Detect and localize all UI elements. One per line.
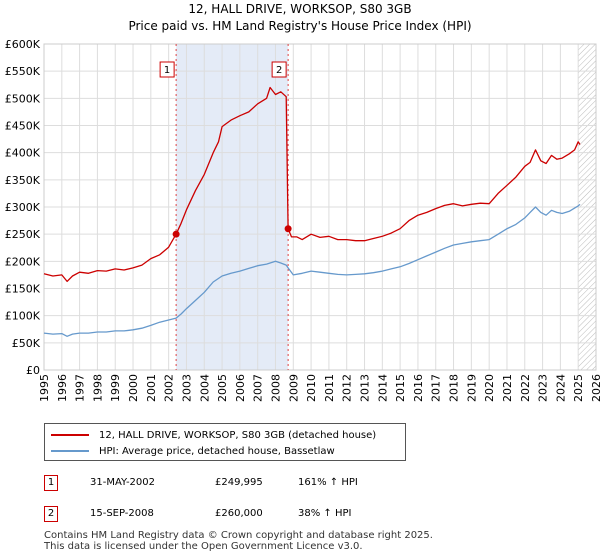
legend-label-property: 12, HALL DRIVE, WORKSOP, S80 3GB (detach… xyxy=(99,429,377,441)
y-tick-label: £100K xyxy=(5,310,41,323)
y-tick-label: £500K xyxy=(5,92,41,105)
property-price-line xyxy=(43,86,581,283)
x-tick-label: 1995 xyxy=(38,374,51,402)
event-label-1: 1 xyxy=(164,65,170,76)
plot-area-border xyxy=(43,43,597,371)
chart-title-line1: 12, HALL DRIVE, WORKSOP, S80 3GB xyxy=(188,2,412,16)
y-tick-label: £550K xyxy=(5,65,41,78)
x-tick-label: 2020 xyxy=(483,374,496,402)
hpi-line xyxy=(43,203,581,337)
event-label-2: 2 xyxy=(276,65,282,76)
x-tick-label: 1997 xyxy=(74,374,87,402)
y-tick-label: £150K xyxy=(5,283,41,296)
legend-item-hpi: HPI: Average price, detached house, Bass… xyxy=(51,444,335,458)
event-price: £260,000 xyxy=(215,508,263,519)
x-tick-label: 2005 xyxy=(216,374,229,402)
y-tick-label: £250K xyxy=(5,228,41,241)
x-tick-label: 2023 xyxy=(537,374,550,402)
y-tick-label: £450K xyxy=(5,120,41,133)
x-tick-label: 2018 xyxy=(448,374,461,402)
y-tick-label: £400K xyxy=(5,147,41,160)
x-tick-label: 1999 xyxy=(109,374,122,402)
x-tick-label: 2016 xyxy=(412,374,425,402)
event-hpi-change: 38% ↑ HPI xyxy=(298,508,352,519)
x-tick-label: 2021 xyxy=(501,374,514,402)
sale-marker-2 xyxy=(284,225,292,233)
x-tick-label: 2003 xyxy=(180,374,193,402)
y-tick-label: £600K xyxy=(5,38,41,51)
event-label-box-1 xyxy=(159,61,175,78)
footer-license: This data is licensed under the Open Gov… xyxy=(44,541,363,552)
x-tick-label: 2011 xyxy=(323,374,336,402)
x-tick-label: 2024 xyxy=(554,374,567,402)
legend-label-hpi: HPI: Average price, detached house, Bass… xyxy=(99,445,335,457)
x-tick-label: 2014 xyxy=(376,374,389,402)
y-tick-label: £200K xyxy=(5,255,41,268)
event-price: £249,995 xyxy=(215,477,263,488)
x-tick-label: 2025 xyxy=(572,374,585,402)
legend-line-hpi xyxy=(51,450,89,452)
x-tick-label: 2010 xyxy=(305,374,318,402)
x-tick-label: 2006 xyxy=(234,374,247,402)
x-tick-label: 2007 xyxy=(252,374,265,402)
y-tick-label: £50K xyxy=(12,337,41,350)
event-number-badge: 2 xyxy=(44,506,58,522)
x-tick-label: 2004 xyxy=(198,374,211,402)
legend-item-property: 12, HALL DRIVE, WORKSOP, S80 3GB (detach… xyxy=(51,428,376,442)
x-tick-label: 2013 xyxy=(359,374,372,402)
event-number-badge: 1 xyxy=(44,475,58,491)
footer-copyright: Contains HM Land Registry data © Crown c… xyxy=(44,530,433,541)
x-tick-label: 1998 xyxy=(91,374,104,402)
x-tick-label: 1996 xyxy=(56,374,69,402)
y-tick-label: £0 xyxy=(26,364,40,377)
x-tick-label: 2017 xyxy=(430,374,443,402)
x-tick-label: 2008 xyxy=(269,374,282,402)
event-date: 15-SEP-2008 xyxy=(90,508,154,519)
event-label-box-2 xyxy=(271,61,287,78)
event-hpi-change: 161% ↑ HPI xyxy=(298,477,358,488)
price-chart: £0 £50K £100K £150K £200K £250K £300K £350K £400… xyxy=(5,38,600,402)
chart-legend: 12, HALL DRIVE, WORKSOP, S80 3GB (detach… xyxy=(44,423,406,461)
event-date: 31-MAY-2002 xyxy=(90,477,156,488)
x-tick-label: 2000 xyxy=(127,374,140,402)
chart-title-line2: Price paid vs. HM Land Registry's House … xyxy=(128,19,472,33)
x-tick-label: 2012 xyxy=(341,374,354,402)
y-tick-label: £350K xyxy=(5,174,41,187)
x-tick-label: 2022 xyxy=(519,374,532,402)
x-tick-label: 2001 xyxy=(145,374,158,402)
legend-line-property xyxy=(51,434,89,436)
x-tick-label: 2002 xyxy=(163,374,176,402)
sale-marker-1 xyxy=(172,230,180,238)
x-tick-label: 2009 xyxy=(287,374,300,402)
x-tick-label: 2026 xyxy=(590,374,600,402)
x-tick-label: 2015 xyxy=(394,374,407,402)
y-tick-label: £300K xyxy=(5,201,41,214)
x-tick-label: 2019 xyxy=(465,374,478,402)
